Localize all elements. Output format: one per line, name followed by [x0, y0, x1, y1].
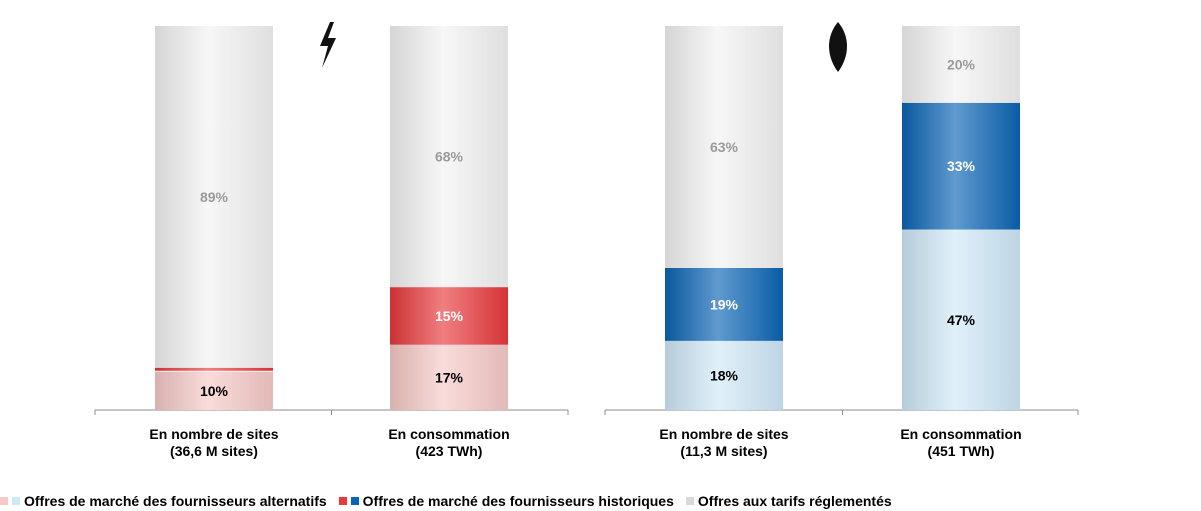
bar-2-1-historiques — [665, 267, 783, 341]
bar-2-1-alternatifs — [665, 340, 783, 410]
data-label-1-1-alternatifs: 10% — [200, 383, 229, 399]
bar-2-2-tarifs — [902, 26, 1020, 103]
bar-2-2-alternatifs — [902, 229, 1020, 410]
data-label-2-2-historiques: 33% — [947, 158, 976, 174]
data-label-2-1-historiques: 19% — [710, 296, 739, 312]
category-label-1-2: En consommation (423 TWh) — [388, 426, 509, 459]
legend-label-historiques: Offres de marché des fournisseurs histor… — [362, 493, 674, 509]
bar-2-1-tarifs — [665, 26, 783, 268]
data-label-2-2-alternatifs: 47% — [947, 312, 976, 328]
legend-label-alternatifs: Offres de marché des fournisseurs altern… — [24, 493, 327, 509]
bar-1-1-tarifs — [155, 26, 273, 368]
legend-item-historiques: Offres de marché des fournisseurs histor… — [338, 493, 686, 509]
x-axis-2 — [604, 409, 1079, 415]
category-label-1-1: En nombre de sites (36,6 M sites) — [149, 426, 278, 459]
legend-swatch-alternatifs-elec — [0, 497, 8, 505]
legend-label-tarifs: Offres aux tarifs réglementés — [697, 493, 892, 509]
bar-1-1-alternatifs — [155, 371, 273, 410]
bar-2-2-historiques — [902, 102, 1020, 230]
lightning-bolt-icon — [320, 22, 336, 68]
bar-1-1-historiques — [155, 367, 273, 371]
bar-1-2-tarifs — [390, 26, 508, 288]
bar-1-2-alternatifs — [390, 344, 508, 410]
data-label-2-1-alternatifs: 18% — [710, 367, 739, 383]
legend-swatch-historiques-elec — [338, 497, 347, 505]
data-label-1-2-alternatifs: 17% — [435, 369, 464, 385]
data-label-1-1-tarifs: 89% — [200, 189, 229, 205]
gas-flame-icon — [829, 22, 847, 72]
x-axis-1 — [94, 409, 569, 415]
category-label-2-2: En consommation (451 TWh) — [900, 426, 1021, 459]
chart: 10%1%89%17%15%68%18%19%63%47%33%20% En n… — [94, 22, 1079, 459]
legend-swatch-alternatifs-gas — [12, 497, 20, 505]
legend-swatch-tarifs — [685, 497, 694, 505]
category-label-2-1: En nombre de sites (11,3 M sites) — [659, 426, 788, 459]
legend-item-alternatifs: Offres de marché des fournisseurs altern… — [0, 493, 339, 509]
data-label-1-2-historiques: 15% — [435, 308, 464, 324]
legend: Offres de marché des fournisseurs altern… — [0, 491, 1201, 511]
data-label-2-1-tarifs: 63% — [710, 139, 739, 155]
legend-item-tarifs: Offres aux tarifs réglementés — [685, 493, 904, 509]
bar-1-2-historiques — [390, 287, 508, 345]
data-label-2-2-tarifs: 20% — [947, 56, 976, 72]
legend-swatch-historiques-gas — [350, 497, 359, 505]
data-label-1-2-tarifs: 68% — [435, 149, 464, 165]
